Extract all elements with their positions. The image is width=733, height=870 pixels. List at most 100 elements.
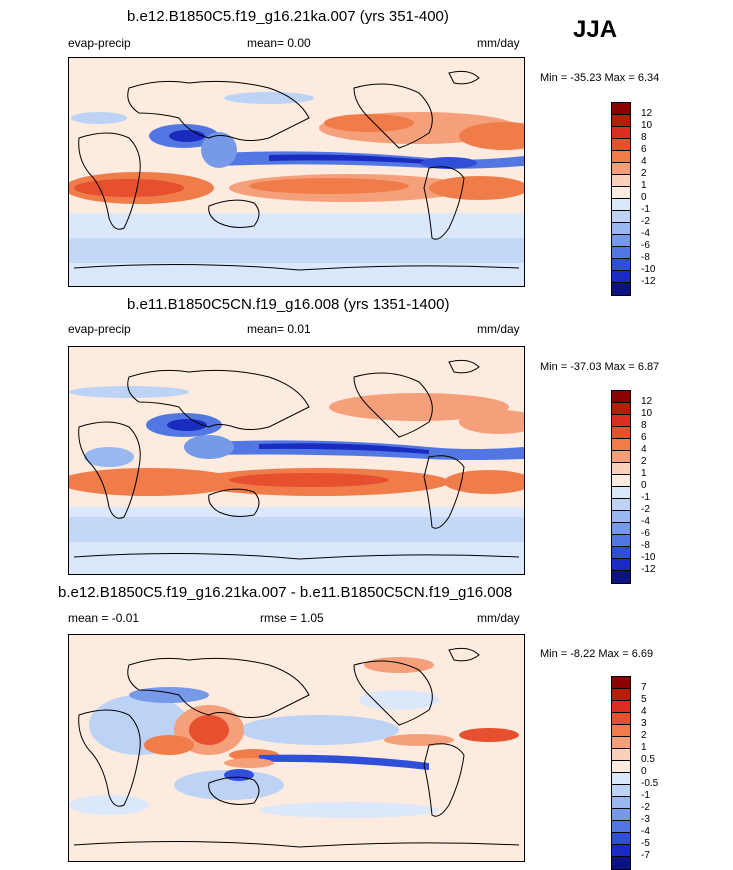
panel-2-map [68, 346, 525, 575]
panel-2-legend-tick-6: 1 [641, 468, 647, 479]
panel-1-legend-tick-11: -6 [641, 240, 650, 251]
panel-1-legend-swatch-9 [612, 211, 630, 223]
panel-3-legend-swatch-10 [612, 797, 630, 809]
panel-1-legend-tick-1: 10 [641, 120, 653, 131]
panel-1-minmax-label: Min = -35.23 Max = 6.34 [540, 72, 660, 84]
panel-1-legend-swatch-6 [612, 175, 630, 187]
panel-2-legend-swatch-11 [612, 523, 630, 535]
panel-3-map-svg [69, 635, 524, 861]
panel-3-legend-tick-6: 0.5 [641, 754, 655, 765]
panel-1-legend-tick-6: 1 [641, 180, 647, 191]
panel-2-legend-tick-12: -8 [641, 540, 650, 551]
panel-3-legend-tick-7: 0 [641, 766, 647, 777]
panel-3-legend-tick-12: -4 [641, 826, 650, 837]
panel-1-legend-swatch-1 [612, 115, 630, 127]
panel-1-legend-tick-8: -1 [641, 204, 650, 215]
panel-2-minmax-label: Min = -37.03 Max = 6.87 [540, 361, 660, 373]
panel-3-title: b.e12.B1850C5.f19_g16.21ka.007 - b.e11.B… [58, 584, 513, 601]
panel-3-mean-label: mean = -0.01 [68, 611, 140, 625]
panel-2-legend-swatch-7 [612, 475, 630, 487]
panel-3-legend-tick-11: -3 [641, 814, 650, 825]
panel-2-legend-swatch-14 [612, 559, 630, 571]
panel-2-legend-swatch-6 [612, 463, 630, 475]
panel-2-mean-label: mean= 0.01 [247, 322, 311, 336]
panel-3-legend-swatch-14 [612, 845, 630, 857]
panel-1-legend-swatch-11 [612, 235, 630, 247]
panel-3-legend-swatch-2 [612, 701, 630, 713]
panel-2-legend-swatch-9 [612, 499, 630, 511]
panel-1-map [68, 57, 525, 287]
panel-3-legend-swatch-4 [612, 725, 630, 737]
panel-2-legend-tick-10: -4 [641, 516, 650, 527]
panel-3-legend-swatch-6 [612, 749, 630, 761]
panel-3-map [68, 634, 525, 862]
panel-3-minmax-label: Min = -8.22 Max = 6.69 [540, 648, 654, 660]
panel-2-legend-swatch-1 [612, 403, 630, 415]
panel-2-legend-tick-9: -2 [641, 504, 650, 515]
panel-2-legend-tick-0: 12 [641, 396, 653, 407]
panel-2-legend-swatch-4 [612, 439, 630, 451]
panel-2-legend-swatch-15 [612, 571, 630, 583]
panel-1-legend-tick-10: -4 [641, 228, 650, 239]
panel-1-legend-swatch-8 [612, 199, 630, 211]
panel-2-legend-tick-3: 6 [641, 432, 647, 443]
panel-2-variable-label: evap-precip [68, 322, 131, 336]
panel-3-legend-tick-2: 4 [641, 706, 647, 717]
panel-3-legend-tick-13: -5 [641, 838, 650, 849]
panel-2-legend-tick-2: 8 [641, 420, 647, 431]
panel-3-legend-swatch-8 [612, 773, 630, 785]
panel-1-legend-tick-5: 2 [641, 168, 647, 179]
panel-3-legend-tick-8: -0.5 [641, 778, 659, 789]
panel-1-legend-swatch-0 [612, 103, 630, 115]
panel-3-legend-swatch-15 [612, 857, 630, 869]
panel-2-legend-tick-8: -1 [641, 492, 650, 503]
panel-3-legend-tick-9: -1 [641, 790, 650, 801]
panel-1-legend-tick-0: 12 [641, 108, 653, 119]
panel-1-legend-swatch-2 [612, 127, 630, 139]
panel-1-mean-label: mean= 0.00 [247, 36, 311, 50]
panel-1-legend-swatch-12 [612, 247, 630, 259]
panel-3-legend-tick-14: -7 [641, 850, 650, 861]
panel-1-legend-swatch-14 [612, 271, 630, 283]
panel-3-legend-swatch-11 [612, 809, 630, 821]
panel-1-legend-tick-3: 6 [641, 144, 647, 155]
panel-1-legend-swatch-3 [612, 139, 630, 151]
panel-3-legend-tick-5: 1 [641, 742, 647, 753]
panel-1-legend-swatch-5 [612, 163, 630, 175]
panel-3-legend-tick-3: 3 [641, 718, 647, 729]
panel-1-legend-swatch-13 [612, 259, 630, 271]
panel-3-legend-tick-0: 7 [641, 682, 647, 693]
panel-3-legend-swatch-12 [612, 821, 630, 833]
panel-3-legend-swatch-3 [612, 713, 630, 725]
panel-1-title: b.e12.B1850C5.f19_g16.21ka.007 (yrs 351-… [127, 8, 449, 25]
panel-2-legend-tick-11: -6 [641, 528, 650, 539]
panel-3-legend-tick-4: 2 [641, 730, 647, 741]
panel-2-legend-tick-13: -10 [641, 552, 656, 563]
panel-3-legend-swatch-7 [612, 761, 630, 773]
panel-3-units-label: mm/day [477, 611, 520, 625]
panel-3-rmse-label: rmse = 1.05 [260, 611, 324, 625]
panel-2-legend-tick-4: 4 [641, 444, 647, 455]
panel-2-legend-bar [611, 390, 631, 584]
panel-2-legend-swatch-0 [612, 391, 630, 403]
panel-2-legend-swatch-3 [612, 427, 630, 439]
panel-2-legend-tick-5: 2 [641, 456, 647, 467]
panel-2-title: b.e11.B1850C5CN.f19_g16.008 (yrs 1351-14… [127, 296, 450, 313]
panel-1-legend-swatch-10 [612, 223, 630, 235]
panel-3-legend-bar [611, 676, 631, 870]
panel-1-legend-tick-4: 4 [641, 156, 647, 167]
panel-1-legend-tick-2: 8 [641, 132, 647, 143]
panel-1-legend-tick-14: -12 [641, 276, 656, 287]
panel-3-legend-swatch-1 [612, 689, 630, 701]
panel-2-units-label: mm/day [477, 322, 520, 336]
panel-2-legend-swatch-10 [612, 511, 630, 523]
panel-1-legend-tick-7: 0 [641, 192, 647, 203]
panel-1-legend-tick-13: -10 [641, 264, 656, 275]
panel-2-legend-swatch-13 [612, 547, 630, 559]
panel-1-legend-bar [611, 102, 631, 296]
panel-2-legend-tick-1: 10 [641, 408, 653, 419]
panel-1-legend-tick-12: -8 [641, 252, 650, 263]
panel-1-legend-swatch-15 [612, 283, 630, 295]
panel-3-legend-tick-1: 5 [641, 694, 647, 705]
panel-2-legend-swatch-2 [612, 415, 630, 427]
